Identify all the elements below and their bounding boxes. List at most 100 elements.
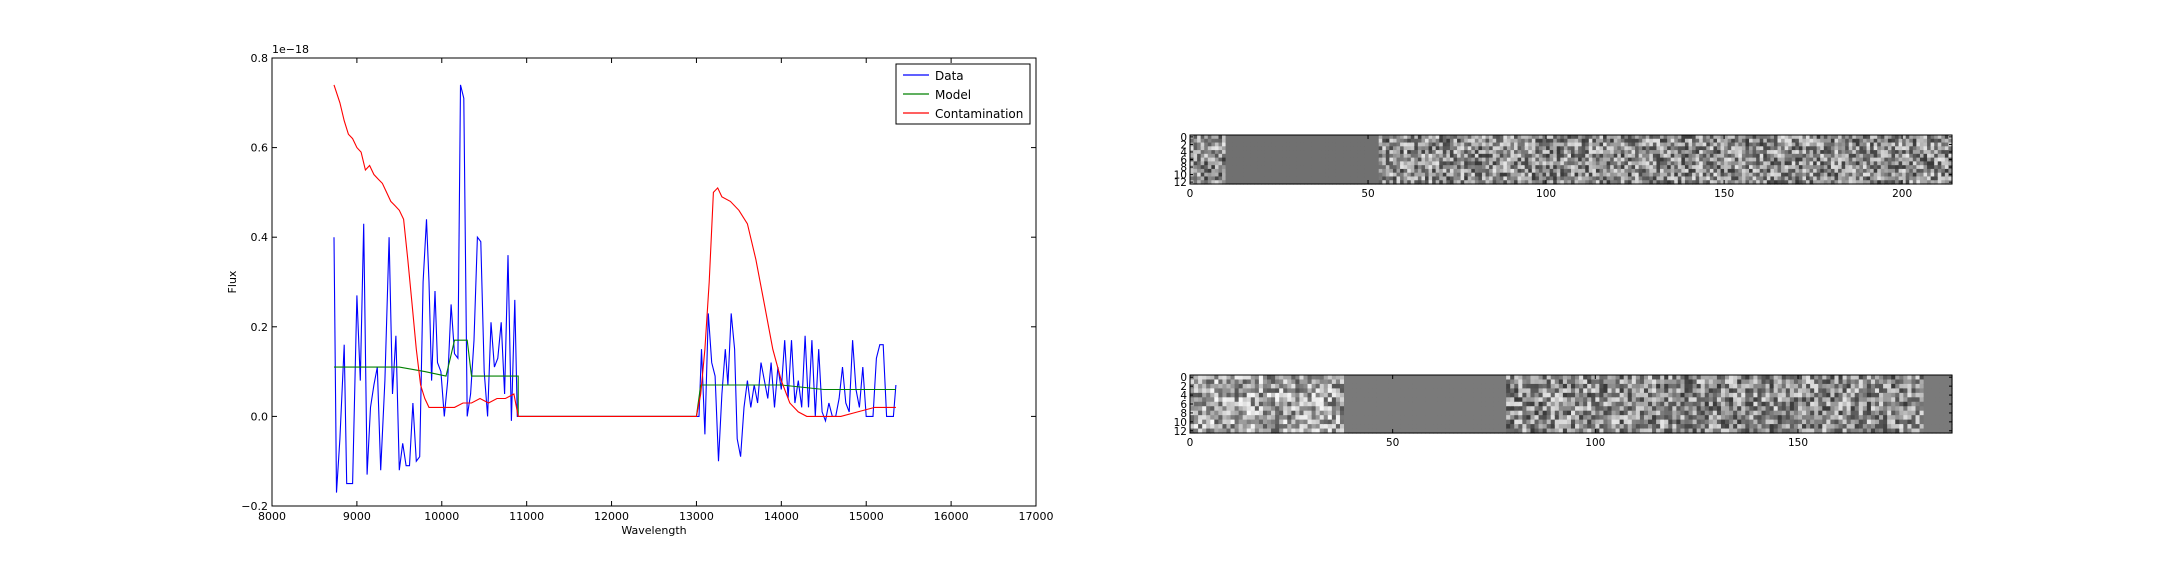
- pixel: [1250, 135, 1255, 140]
- pixel: [1514, 410, 1519, 416]
- pixel: [1826, 415, 1831, 421]
- pixel: [1791, 157, 1796, 162]
- pixel: [1627, 383, 1633, 389]
- pixel: [1346, 161, 1351, 166]
- pixel: [1193, 135, 1198, 140]
- pixel: [1848, 138, 1853, 144]
- pixel: [1652, 424, 1657, 430]
- pixel: [1709, 157, 1715, 162]
- pixel: [1927, 135, 1932, 140]
- pixel: [1275, 406, 1280, 412]
- pixel: [1314, 157, 1319, 162]
- pixel: [1877, 135, 1882, 140]
- pixel: [1521, 135, 1526, 140]
- pixel: [1613, 161, 1618, 166]
- pixel: [1457, 375, 1463, 381]
- pixel: [1428, 165, 1433, 170]
- pixel: [1339, 135, 1344, 140]
- pixel: [1702, 172, 1707, 178]
- pixel: [1566, 428, 1572, 434]
- pixel: [1648, 428, 1653, 434]
- pixel: [1214, 161, 1220, 166]
- pixel: [1745, 172, 1750, 178]
- pixel: [1421, 168, 1426, 174]
- pixel: [1225, 165, 1230, 170]
- pixel: [1934, 138, 1939, 144]
- pixel: [1809, 172, 1814, 178]
- pixel: [1806, 410, 1811, 416]
- pixel: [1766, 153, 1771, 159]
- pixel: [1343, 165, 1348, 170]
- pixel: [1417, 138, 1423, 144]
- pixel: [1503, 157, 1508, 162]
- pixel: [1230, 397, 1236, 403]
- pixel: [1595, 388, 1600, 394]
- pixel: [1639, 401, 1645, 407]
- pixel: [1246, 180, 1252, 185]
- pixel: [1445, 379, 1450, 385]
- pixel: [1781, 146, 1786, 151]
- pixel: [1243, 142, 1248, 147]
- pixel: [1546, 397, 1552, 403]
- pixel: [1652, 168, 1658, 174]
- pixel: [1838, 153, 1843, 159]
- pixel: [1638, 165, 1643, 170]
- pixel: [1696, 410, 1702, 416]
- pixel: [1562, 415, 1568, 421]
- pixel: [1360, 172, 1366, 178]
- pixel: [1267, 379, 1272, 385]
- pixel: [1531, 168, 1536, 174]
- pixel: [1489, 150, 1494, 155]
- pixel: [1332, 138, 1337, 144]
- pixel: [1830, 419, 1836, 425]
- pixel: [1403, 157, 1408, 162]
- pixel: [1481, 138, 1487, 144]
- pixel: [1802, 388, 1807, 394]
- pixel: [1286, 172, 1291, 178]
- pixel: [1845, 161, 1850, 166]
- pixel: [1453, 146, 1458, 151]
- pixel: [1873, 176, 1878, 181]
- pixel: [1763, 180, 1768, 185]
- pixel: [1211, 176, 1216, 181]
- pixel: [1296, 135, 1301, 140]
- pixel: [1353, 153, 1358, 159]
- pixel: [1820, 153, 1825, 159]
- pixel: [1624, 176, 1629, 181]
- pixel: [1403, 180, 1408, 185]
- pixel: [1282, 138, 1287, 144]
- pixel: [1239, 157, 1245, 162]
- pixel: [1496, 161, 1501, 166]
- pixel: [1360, 379, 1365, 385]
- pixel: [1556, 172, 1561, 178]
- pixel: [1583, 401, 1588, 407]
- pixel: [1542, 168, 1547, 174]
- pixel: [1749, 392, 1754, 398]
- pixel: [1695, 180, 1700, 185]
- pixel: [1777, 388, 1783, 394]
- pixel: [1708, 406, 1714, 412]
- pixel: [1254, 146, 1259, 151]
- pixel: [1293, 142, 1298, 147]
- pixel: [1656, 161, 1661, 166]
- pixel: [1734, 165, 1739, 170]
- pixel: [1734, 172, 1739, 178]
- y-tick-label: 0.0: [251, 410, 269, 423]
- pixel: [1521, 172, 1526, 178]
- pixel: [1816, 153, 1821, 159]
- pixel: [1818, 388, 1823, 394]
- pixel: [1619, 415, 1625, 421]
- pixel: [1733, 419, 1738, 425]
- pixel: [1645, 161, 1650, 166]
- pixel: [1795, 146, 1800, 151]
- pixel: [1941, 146, 1946, 151]
- pixel: [1254, 157, 1259, 162]
- pixel: [1571, 428, 1576, 434]
- pixel: [1428, 150, 1433, 155]
- pixel: [1222, 165, 1227, 170]
- pixel: [1773, 138, 1779, 144]
- pixel: [1449, 410, 1455, 416]
- pixel: [1884, 150, 1889, 155]
- pixel: [1763, 142, 1768, 147]
- pixel: [1229, 157, 1234, 162]
